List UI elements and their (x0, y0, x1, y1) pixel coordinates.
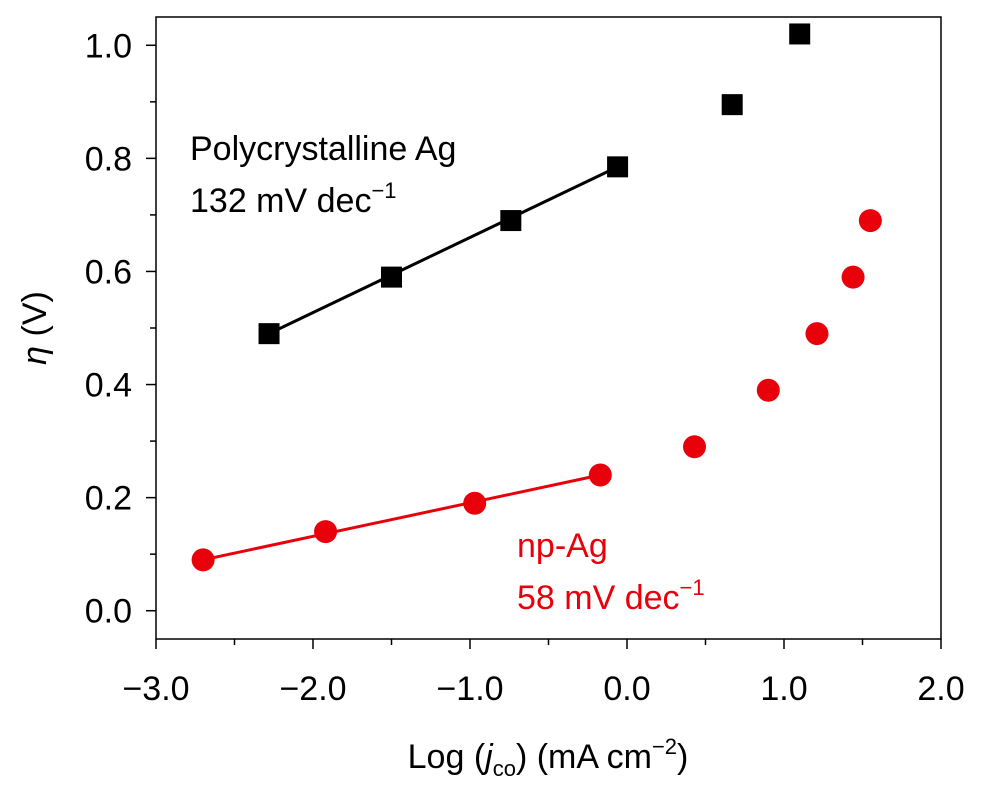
point-np-ag (683, 435, 707, 459)
point-polycrystalline (381, 266, 402, 288)
point-np-ag (805, 322, 829, 346)
x-tick-label: −1.0 (436, 670, 503, 708)
data-points (191, 23, 882, 572)
fit-lines (202, 165, 619, 562)
point-polycrystalline (258, 323, 280, 345)
axis-ticks (146, 44, 942, 649)
point-np-ag (756, 378, 780, 402)
x-axis-title: Log (jco) (mA cm−2) (408, 734, 689, 781)
point-np-ag (314, 520, 338, 544)
point-polycrystalline (789, 23, 811, 45)
x-axis-title-suffix: ) (mA cm (516, 738, 652, 776)
x-axis-title-sub: co (493, 756, 516, 781)
annotation-polycrystalline-line2: 132 mV dec (190, 182, 371, 220)
y-axis-title: η (V) (16, 291, 54, 365)
point-polycrystalline (721, 94, 743, 116)
x-tick-label: −3.0 (122, 670, 189, 708)
y-tick-label: 0.6 (85, 253, 132, 291)
annotation-np-ag-sup: −1 (680, 575, 705, 600)
y-axis-title-var: η (16, 346, 54, 365)
annotation-polycrystalline-line1: Polycrystalline Ag (190, 130, 456, 168)
point-np-ag (841, 265, 865, 289)
y-tick-label: 0.4 (85, 367, 132, 405)
point-np-ag (588, 463, 612, 487)
annotation-polycrystalline: Polycrystalline Ag 132 mV dec−1 (190, 130, 466, 220)
x-tick-label: 1.0 (760, 670, 807, 708)
x-axis-title-prefix: Log ( (408, 738, 486, 776)
x-axis-title-sup: −2 (652, 734, 677, 759)
point-polycrystalline (607, 156, 629, 178)
point-polycrystalline (500, 210, 522, 232)
point-np-ag (463, 491, 487, 515)
annotation-np-ag: np-Ag 58 mV dec−1 (517, 527, 705, 617)
y-axis-title-unit: (V) (16, 291, 54, 346)
x-tick-label: −2.0 (279, 670, 346, 708)
fit-line-polycrystalline (268, 165, 619, 336)
y-tick-label: 0.2 (85, 480, 132, 518)
x-tick-label: 2.0 (917, 670, 964, 708)
y-tick-label: 0.8 (85, 140, 132, 178)
y-tick-label: 1.0 (85, 27, 132, 65)
annotation-np-ag-line1: np-Ag (517, 527, 608, 565)
annotation-polycrystalline-sup: −1 (371, 178, 396, 203)
annotation-np-ag-line2: 58 mV dec (517, 579, 680, 617)
y-tick-label: 0.0 (85, 593, 132, 631)
x-tick-label: 0.0 (603, 670, 650, 708)
x-axis-title-close: ) (677, 738, 688, 776)
tick-labels: −3.0 −2.0 −1.0 0.0 1.0 2.0 0.0 0.2 0.4 0.6 0.8 1.0 (85, 27, 965, 708)
point-np-ag (858, 209, 882, 233)
fit-line-np-ag (202, 473, 601, 562)
x-axis-title-var: j (481, 738, 494, 776)
point-np-ag (191, 548, 215, 572)
